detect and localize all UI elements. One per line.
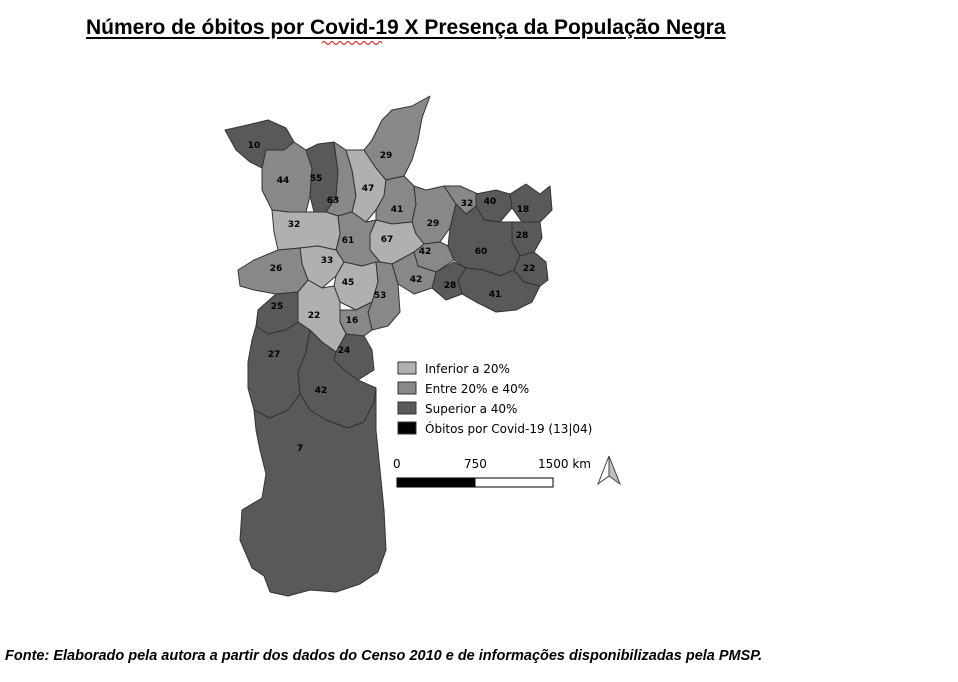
region-value-label: 42	[419, 247, 432, 257]
region-value-label: 33	[321, 256, 334, 266]
region-polygon	[271, 209, 341, 251]
region-value-label: 18	[517, 205, 530, 215]
region-value-label: 42	[315, 386, 328, 396]
region-polygon	[509, 183, 553, 223]
region-value-label: 61	[342, 236, 355, 246]
legend-swatch-superior	[397, 401, 417, 415]
north-arrow-icon	[596, 455, 622, 486]
region-value-label: 26	[270, 264, 283, 274]
scale-label: 1500 km	[538, 457, 591, 471]
region-value-label: 67	[381, 235, 394, 245]
region-value-label: 27	[268, 350, 281, 360]
region-value-label: 29	[380, 151, 393, 161]
region-value-label: 47	[362, 184, 375, 194]
region-value-label: 22	[523, 264, 536, 274]
region-value-label: 29	[427, 219, 440, 229]
region-polygon	[367, 261, 401, 331]
spellcheck-underline	[322, 40, 383, 46]
legend-swatch-entre	[397, 381, 417, 395]
legend-label: Entre 20% e 40%	[425, 382, 529, 396]
region-value-label: 41	[391, 205, 404, 215]
region-value-label: 53	[374, 291, 387, 301]
region-polygon	[239, 387, 387, 597]
region-value-label: 22	[308, 311, 321, 321]
region-value-label: 7	[297, 444, 303, 454]
region-value-label: 44	[277, 176, 290, 186]
region-value-label: 63	[327, 196, 340, 206]
source-caption: Fonte: Elaborado pela autora a partir do…	[5, 648, 763, 664]
region-value-label: 24	[338, 346, 351, 356]
scale-label: 750	[464, 457, 487, 471]
scale-segment-light	[474, 477, 554, 488]
legend-label: Superior a 40%	[425, 402, 517, 416]
region-value-label: 32	[288, 220, 301, 230]
scale-bar: 0 750 1500 km	[393, 457, 591, 488]
region-value-label: 32	[461, 199, 474, 209]
legend-label: Inferior a 20%	[425, 362, 510, 376]
legend: Inferior a 20% Entre 20% e 40% Superior …	[397, 361, 592, 436]
region-value-label: 28	[516, 231, 529, 241]
region-value-label: 42	[410, 275, 423, 285]
map-title: Número de óbitos por Covid-19 X Presença…	[86, 16, 726, 39]
region-value-label: 10	[248, 141, 261, 151]
region-value-label: 60	[475, 247, 488, 257]
region-polygon	[431, 261, 467, 301]
scale-segment-dark	[396, 477, 476, 488]
region-polygon	[391, 251, 437, 295]
legend-swatch-inferior	[397, 361, 417, 375]
region-value-label: 55	[310, 174, 323, 184]
region-polygon	[261, 141, 313, 213]
region-value-label: 40	[484, 197, 497, 207]
region-value-label: 45	[342, 278, 355, 288]
region-value-label: 16	[346, 316, 359, 326]
region-value-label: 25	[271, 302, 284, 312]
legend-swatch-obitos	[397, 421, 417, 435]
legend-label: Óbitos por Covid-19 (13|04)	[425, 421, 592, 436]
region-value-label: 41	[489, 290, 502, 300]
region-value-label: 28	[444, 281, 457, 291]
scale-label: 0	[393, 457, 401, 471]
